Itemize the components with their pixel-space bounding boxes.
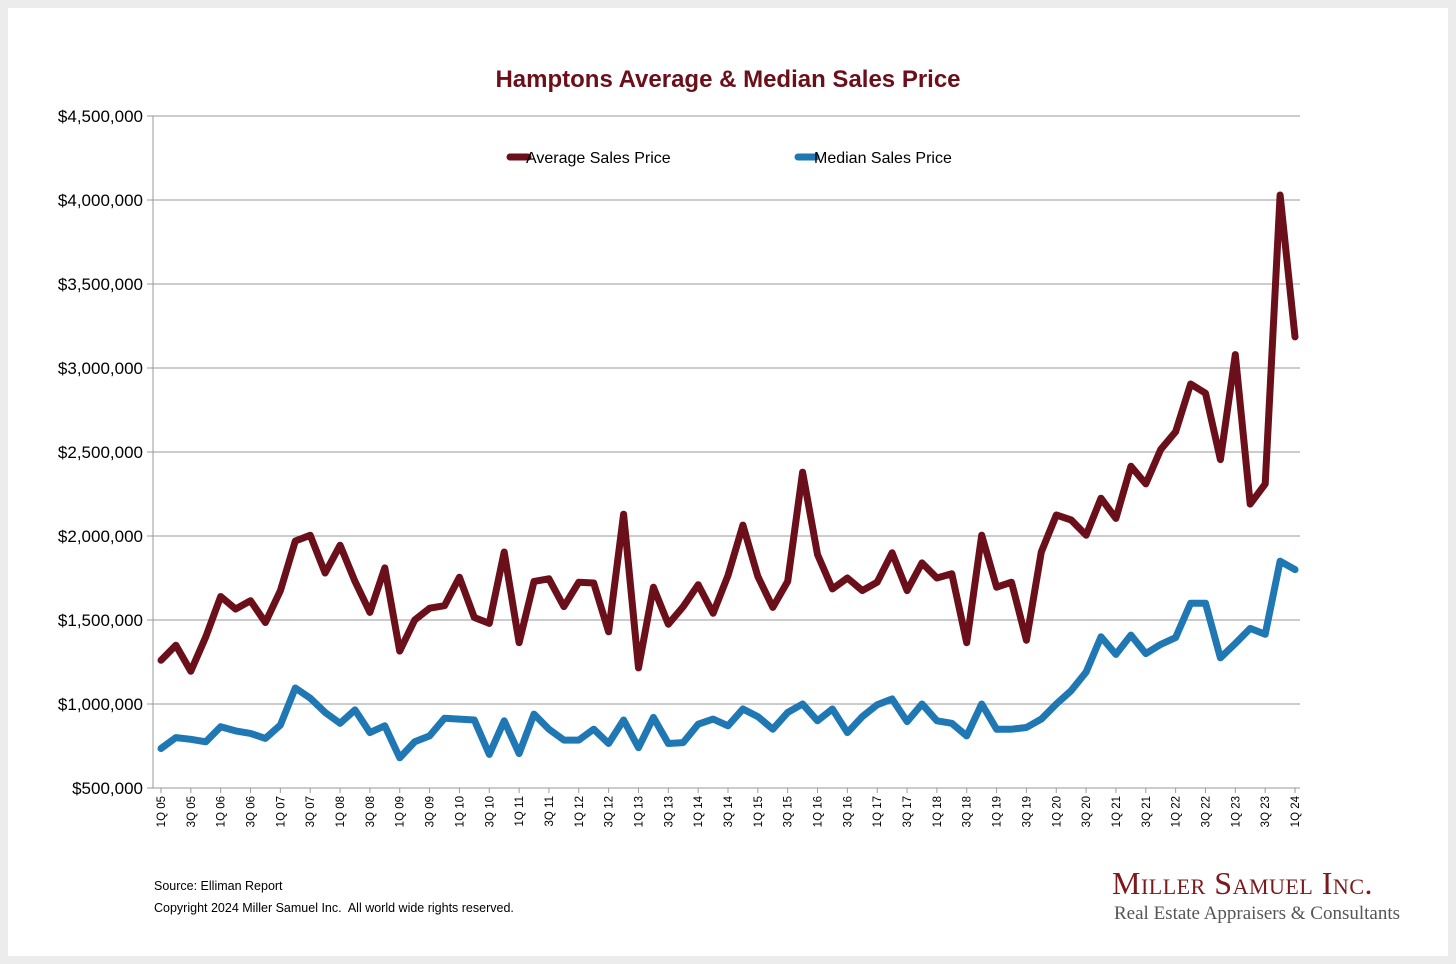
y-tick-label: $3,000,000 [58, 359, 143, 378]
y-axis-ticks: $500,000 $1,000,000 $1,500,000 $2,000,000 $2… [58, 107, 153, 798]
x-tick-label: 1Q 12 [574, 796, 586, 827]
grid-lines [152, 115, 1300, 789]
x-tick-label: 3Q 07 [305, 796, 317, 827]
x-tick-label: 1Q 18 [932, 796, 944, 827]
x-tick-label: 3Q 16 [842, 796, 854, 827]
x-tick-label: 3Q 22 [1200, 796, 1212, 827]
x-tick-label: 3Q 21 [1141, 796, 1153, 827]
x-tick-label: 3Q 10 [484, 796, 496, 827]
x-tick-label: 3Q 11 [544, 796, 556, 826]
x-tick-label: 1Q 15 [753, 796, 765, 827]
y-tick-label: $1,000,000 [58, 695, 143, 714]
x-tick-label: 1Q 07 [275, 796, 287, 827]
x-tick-label: 3Q 06 [246, 796, 258, 827]
legend-label: Average Sales Price [526, 150, 671, 167]
x-tick-label: 1Q 11 [514, 796, 526, 826]
x-tick-label: 1Q 14 [693, 795, 705, 827]
series-line-average [157, 191, 1299, 675]
x-tick-label: 3Q 19 [1021, 796, 1033, 827]
series-lines [157, 191, 1299, 762]
x-tick-label: 1Q 22 [1171, 796, 1183, 827]
brand-logo-name: Miller Samuel Inc. [1112, 865, 1373, 901]
x-axis-ticks: 1Q 05 3Q 05 1Q 06 3Q 06 1Q 07 3Q 07 1Q 08 3Q 08… [156, 788, 1302, 827]
chart-frame: Hamptons Average & Median Sales Price $5… [8, 8, 1448, 956]
series-line-median [157, 557, 1299, 762]
x-tick-label: 1Q 08 [335, 796, 347, 827]
legend: Average Sales Price Median Sales Price [506, 150, 952, 167]
chart-canvas: $500,000 $1,000,000 $1,500,000 $2,000,000 $2… [58, 107, 1302, 827]
y-tick-label: $500,000 [72, 779, 143, 798]
x-tick-label: 1Q 17 [872, 796, 884, 827]
source-note: Source: Elliman Report [154, 879, 283, 893]
x-tick-label: 3Q 05 [186, 796, 198, 827]
x-tick-label: 3Q 14 [723, 795, 735, 827]
x-tick-label: 1Q 05 [156, 796, 168, 827]
x-tick-label: 1Q 13 [633, 796, 645, 827]
x-tick-label: 3Q 17 [902, 796, 914, 827]
x-tick-label: 3Q 18 [962, 796, 974, 827]
brand-logo-tagline: Real Estate Appraisers & Consultants [1114, 903, 1401, 924]
x-tick-label: 3Q 15 [783, 796, 795, 827]
x-tick-label: 1Q 16 [813, 796, 825, 827]
y-tick-label: $4,000,000 [58, 191, 143, 210]
y-tick-label: $3,500,000 [58, 275, 143, 294]
x-tick-label: 1Q 06 [216, 796, 228, 827]
y-tick-label: $2,500,000 [58, 443, 143, 462]
x-tick-label: 3Q 09 [425, 796, 437, 827]
x-tick-label: 1Q 10 [454, 796, 466, 827]
x-tick-label: 1Q 19 [992, 796, 1004, 827]
x-tick-label: 1Q 09 [395, 796, 407, 827]
x-tick-label: 1Q 20 [1051, 796, 1063, 827]
x-tick-label: 3Q 20 [1081, 796, 1093, 827]
x-tick-label: 1Q 21 [1111, 796, 1123, 827]
x-tick-label: 3Q 13 [663, 796, 675, 827]
y-tick-label: $2,000,000 [58, 527, 143, 546]
x-tick-label: 1Q 24 [1290, 795, 1302, 827]
chart-title: Hamptons Average & Median Sales Price [495, 66, 961, 93]
x-tick-label: 3Q 23 [1260, 796, 1272, 827]
copyright-note: Copyright 2024 Miller Samuel Inc. All wo… [154, 901, 514, 915]
y-tick-label: $4,500,000 [58, 107, 143, 126]
legend-label: Median Sales Price [814, 150, 952, 167]
x-tick-label: 3Q 12 [604, 796, 616, 827]
x-tick-label: 3Q 08 [365, 796, 377, 827]
x-tick-label: 1Q 23 [1230, 796, 1242, 827]
y-tick-label: $1,500,000 [58, 611, 143, 630]
